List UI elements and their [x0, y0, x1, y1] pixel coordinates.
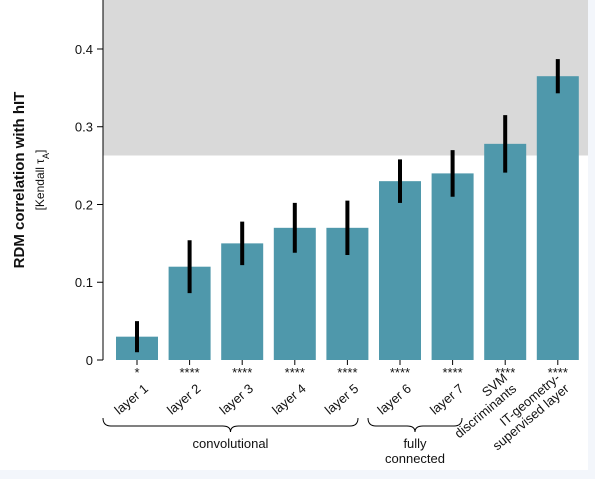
significance-label: ****	[285, 365, 305, 380]
y-tick-label: 0	[86, 353, 93, 368]
group-bracket	[367, 417, 463, 433]
y-tick-label: 0.2	[75, 197, 93, 212]
y-tick-label: 0.3	[75, 120, 93, 135]
significance-label: ****	[232, 365, 252, 380]
significance-label: *	[134, 365, 139, 380]
significance-label: ****	[390, 365, 410, 380]
y-subtitle-subscript: A	[41, 153, 51, 159]
y-axis-subtitle: [Kendall τA]	[33, 150, 51, 211]
bar	[431, 173, 474, 360]
significance-label: ****	[548, 365, 568, 380]
bar	[536, 76, 579, 361]
significance-label: ****	[442, 365, 462, 380]
group-label: fully	[403, 436, 427, 451]
significance-label: ****	[179, 365, 199, 380]
y-tick-label: 0.4	[75, 42, 93, 57]
y-subtitle-part: [Kendall τ	[33, 159, 47, 211]
bar	[379, 181, 421, 360]
y-axis-title: RDM correlation with hIT	[11, 92, 28, 269]
y-tick-label: 0.1	[75, 275, 93, 290]
y-subtitle-part: ]	[33, 150, 47, 153]
group-bracket	[102, 417, 359, 433]
significance-label: ****	[337, 365, 357, 380]
bar	[484, 143, 527, 360]
group-label: connected	[385, 451, 445, 466]
shaded-band	[103, 0, 588, 156]
significance-label: ****	[495, 365, 515, 380]
group-label: convolutional	[193, 436, 269, 451]
